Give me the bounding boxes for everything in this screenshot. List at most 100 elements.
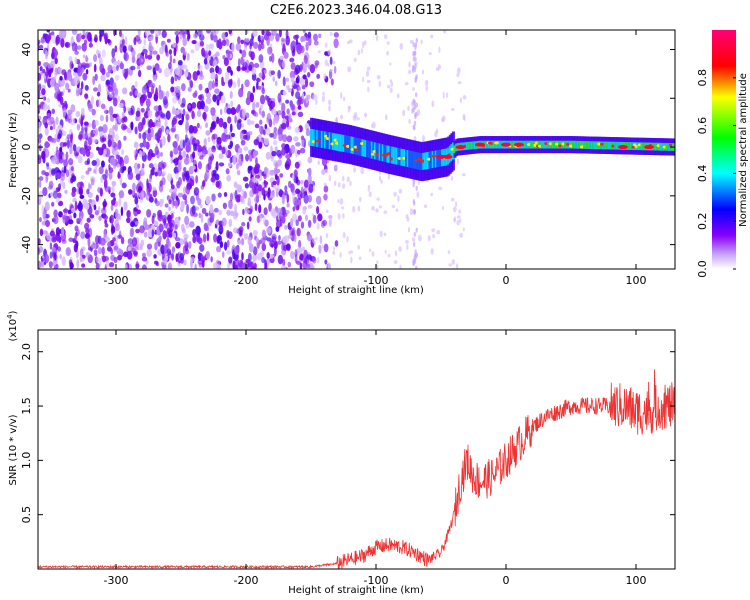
heatmap-noise-cell (118, 190, 125, 199)
heatmap-noise-cell (264, 262, 268, 269)
heatmap-noise-cell (278, 235, 281, 241)
heatmap-noise-cell (73, 212, 77, 219)
heatmap-noise-cell (220, 95, 226, 104)
heatmap-sparse-cell (350, 250, 353, 254)
heatmap-sparse-cell (378, 205, 383, 209)
heatmap-sparse-cell (357, 205, 361, 212)
heatmap-noise-cell (171, 190, 177, 200)
heatmap-noise-cell (292, 206, 296, 212)
heatmap-noise-cell (142, 139, 147, 148)
heatmap-sparse-cell (383, 34, 388, 40)
heatmap-noise-cell (110, 203, 114, 212)
heatmap-noise-cell (39, 65, 43, 72)
heatmap-sparse-cell (339, 251, 342, 258)
heatmap-noise-cell (197, 64, 203, 72)
heatmap-ridge-cell (547, 140, 551, 149)
heatmap-sparse-cell (314, 237, 318, 241)
heatmap-noise-cell (275, 226, 280, 232)
heatmap-noise-cell (150, 152, 156, 158)
heatmap-ridge-cell (531, 140, 535, 149)
heatmap-noise-cell (87, 102, 93, 113)
heatmap-sparse-cell (365, 70, 370, 77)
heatmap-ridge-cell (653, 142, 657, 151)
heatmap-noise-cell (297, 190, 303, 201)
snr-y-tick-label: 0.5 (20, 506, 33, 524)
heatmap-sparse-cell (452, 206, 457, 213)
heatmap-noise-cell (38, 104, 41, 110)
heatmap-noise-cell (177, 60, 183, 66)
heatmap-sparse-cell (443, 30, 447, 34)
heatmap-noise-cell (225, 168, 230, 175)
heatmap-ridge-cell (606, 141, 610, 150)
heatmap-sparse-cell (407, 105, 410, 111)
heatmap-sparse-cell (327, 263, 332, 269)
heatmap-streak-cell (415, 111, 418, 117)
heatmap-noise-cell (293, 233, 297, 243)
heatmap-noise-cell (329, 56, 333, 66)
heatmap-sparse-cell (312, 184, 315, 192)
heatmap-noise-cell (123, 155, 129, 165)
heatmap-noise-cell (82, 131, 88, 139)
heatmap-noise-cell (174, 67, 180, 76)
heatmap-ridge-cell (384, 145, 388, 163)
heatmap-noise-cell (97, 247, 103, 255)
heatmap-noise-cell (38, 60, 41, 67)
heatmap-noise-cell (64, 42, 69, 48)
heatmap-noise-cell (112, 82, 117, 92)
heatmap-sparse-cell (438, 46, 441, 54)
heatmap-noise-cell (134, 80, 138, 88)
heatmap-noise-cell (271, 101, 276, 108)
heatmap-ridge-cell (369, 141, 373, 159)
heatmap-sparse-cell (456, 215, 461, 219)
heatmap-noise-cell (257, 184, 263, 192)
heatmap-noise-cell (175, 172, 179, 180)
heatmap-noise-cell (103, 33, 107, 39)
heatmap-noise-cell (275, 80, 278, 87)
heatmap-noise-cell (130, 221, 135, 228)
heatmap-noise-cell (117, 234, 123, 239)
heatmap-sparse-cell (383, 232, 387, 237)
heatmap-noise-cell (136, 65, 141, 70)
heatmap-noise-cell (237, 111, 240, 121)
heatmap-noise-cell (193, 33, 198, 39)
heatmap-noise-cell (253, 186, 259, 195)
heatmap-noise-cell (93, 249, 98, 257)
heatmap-ridge-cell (551, 140, 555, 149)
heatmap-noise-cell (198, 83, 203, 91)
heatmap-noise-cell (261, 256, 266, 264)
heatmap-noise-cell (110, 156, 115, 166)
heatmap-sparse-cell (408, 61, 411, 68)
heatmap-noise-cell (264, 180, 268, 188)
heatmap-noise-cell (62, 215, 68, 224)
heatmap-noise-cell (175, 241, 181, 249)
heatmap-noise-cell (314, 62, 318, 69)
heatmap-noise-cell (148, 163, 154, 169)
heatmap-ridge-cell (330, 132, 334, 150)
heatmap-noise-cell (51, 201, 55, 207)
heatmap-noise-cell (119, 158, 125, 169)
heatmap-noise-cell (140, 107, 145, 113)
heatmap-noise-cell (93, 87, 99, 92)
heatmap-noise-cell (221, 32, 227, 40)
heatmap-noise-cell (95, 235, 100, 245)
heatmap-noise-cell (139, 225, 145, 234)
heatmap-noise-cell (170, 86, 175, 93)
heatmap-noise-cell (245, 37, 250, 43)
heatmap-noise-cell (194, 139, 198, 144)
heatmap-sparse-cell (386, 41, 390, 45)
heatmap-noise-cell (318, 33, 322, 39)
heatmap-noise-cell (48, 180, 54, 189)
heatmap-noise-cell (152, 50, 158, 55)
heatmap-noise-cell (235, 162, 239, 170)
heatmap-noise-cell (204, 87, 210, 94)
heatmap-noise-cell (57, 246, 62, 252)
heatmap-sparse-cell (430, 192, 433, 197)
heatmap-noise-cell (280, 265, 286, 269)
heatmap-noise-cell (205, 163, 210, 173)
heatmap-noise-cell (97, 83, 102, 94)
heatmap-y-axis-label: Frequency (Hz) (8, 112, 19, 188)
heatmap-noise-cell (84, 93, 89, 99)
heatmap-noise-cell (66, 246, 71, 257)
heatmap-noise-cell (93, 63, 97, 73)
